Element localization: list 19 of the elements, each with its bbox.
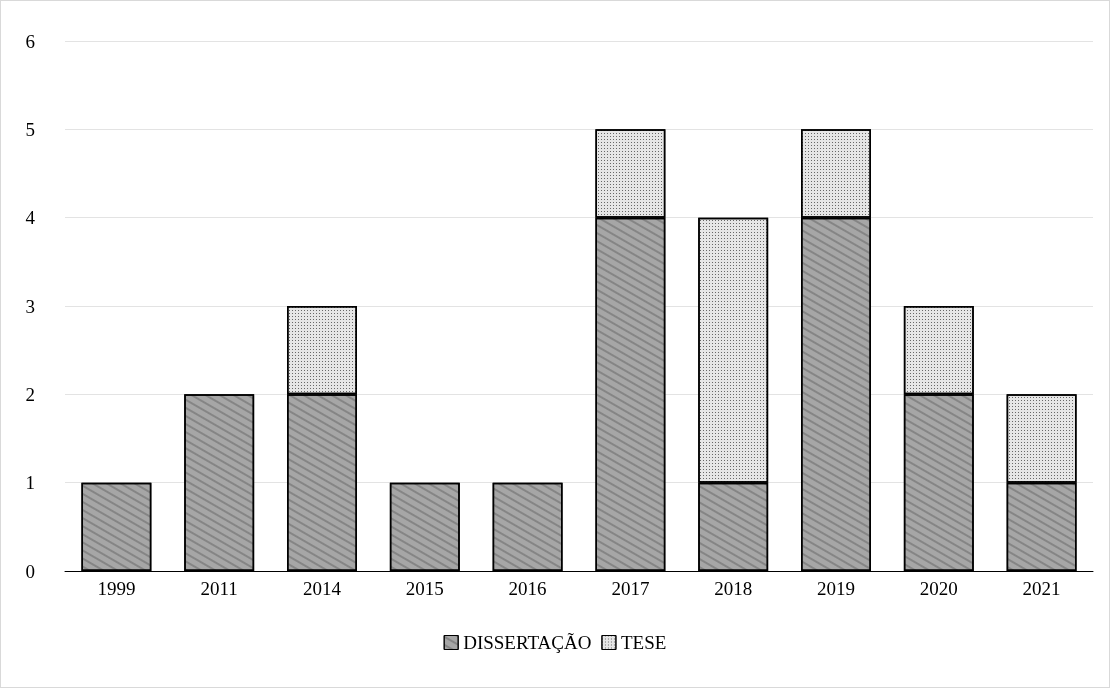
x-tick-label: 2011 [200, 578, 238, 599]
x-tick-label: 2019 [817, 578, 855, 599]
y-tick-label: 0 [25, 560, 35, 582]
y-tick-label: 6 [25, 30, 35, 52]
x-tick-label: 2014 [303, 578, 342, 599]
y-tick-label: 4 [25, 207, 36, 229]
legend-label: DISSERTAÇÃO [463, 632, 592, 653]
x-tick-label: 2020 [919, 578, 958, 599]
x-tick-label: 2016 [508, 578, 547, 599]
y-tick-label: 2 [25, 383, 35, 405]
y-tick-label: 3 [25, 295, 35, 317]
x-tick-label: 1999 [97, 578, 136, 599]
legend-label: TESE [620, 632, 667, 653]
x-tick-label: 2017 [611, 578, 650, 599]
x-tick-label: 2021 [1022, 578, 1061, 599]
x-tick-label: 2018 [714, 578, 753, 599]
x-tick-label: 2015 [405, 578, 444, 599]
y-tick-label: 5 [25, 118, 35, 140]
y-tick-label: 1 [25, 472, 35, 494]
